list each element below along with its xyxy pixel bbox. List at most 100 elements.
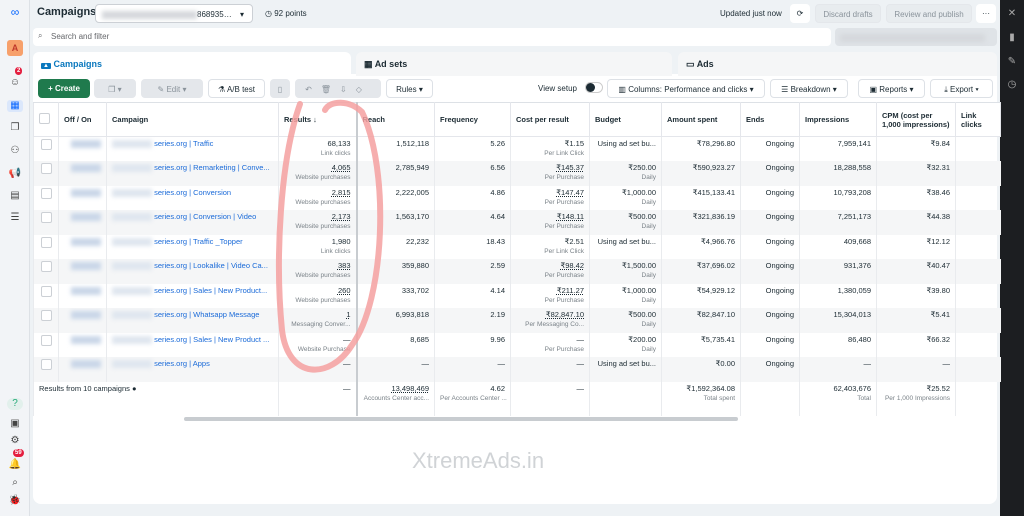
toggle-cell[interactable]: [58, 185, 107, 210]
campaign-name[interactable]: series.org | Lookalike | Video Ca...: [154, 261, 268, 270]
alerts-bell-icon[interactable]: 🔔: [8, 459, 22, 470]
toggle-cell[interactable]: [58, 259, 107, 284]
filter-selector[interactable]: [835, 28, 997, 46]
row-checkbox[interactable]: [33, 234, 59, 259]
review-publish-button[interactable]: Review and publish: [886, 4, 972, 23]
history-icon[interactable]: ◷: [1007, 79, 1017, 90]
row-checkbox[interactable]: [33, 136, 59, 161]
row-checkbox[interactable]: [33, 357, 59, 382]
column-header[interactable]: Amount spent: [661, 102, 741, 137]
columns-button[interactable]: ▥ Columns: Performance and clicks ▾: [607, 79, 765, 98]
news-icon[interactable]: ▣: [10, 418, 20, 429]
column-header[interactable]: Off / On: [58, 102, 107, 137]
info-icon[interactable]: ●: [129, 383, 137, 393]
action-buttons-group[interactable]: ↶🗑⇩◇: [295, 79, 381, 98]
menu-icon[interactable]: ☰: [10, 212, 20, 223]
edit-button[interactable]: ✎ Edit ▾: [141, 79, 203, 98]
refresh-button[interactable]: ⟳: [790, 4, 810, 23]
toggle-cell[interactable]: [58, 161, 107, 186]
column-header[interactable]: Reach: [356, 102, 435, 137]
ends-cell: Ongoing: [740, 259, 800, 284]
campaign-name-link[interactable]: series.org | Traffic _Topper: [106, 234, 279, 259]
row-checkbox[interactable]: [33, 308, 59, 333]
bug-icon[interactable]: 🐞: [8, 495, 22, 506]
close-icon[interactable]: ✕: [1007, 8, 1017, 19]
budget-value: Using ad set bu...: [597, 139, 656, 148]
billing-icon[interactable]: ▤: [10, 190, 20, 201]
notifications-icon[interactable]: ☺: [9, 77, 21, 88]
row-checkbox[interactable]: [33, 283, 59, 308]
select-all-checkbox[interactable]: [33, 102, 59, 137]
more-button[interactable]: ···: [976, 4, 996, 23]
toggle-cell[interactable]: [58, 234, 107, 259]
row-checkbox[interactable]: [33, 161, 59, 186]
tab-ads[interactable]: ▭ Ads: [678, 52, 997, 76]
horizontal-scrollbar[interactable]: [184, 417, 738, 421]
column-header[interactable]: Ends: [740, 102, 800, 137]
campaign-name[interactable]: series.org | Conversion: [154, 187, 232, 197]
campaign-name[interactable]: series.org | Traffic _Topper: [154, 236, 243, 246]
row-checkbox[interactable]: [33, 210, 59, 235]
campaign-name[interactable]: series.org | Whatsapp Message: [154, 310, 260, 319]
duplicate-button[interactable]: ❐ ▾: [94, 79, 136, 98]
toggle-cell[interactable]: [58, 283, 107, 308]
column-header[interactable]: Link clicks: [955, 102, 1001, 137]
create-button[interactable]: + Create: [38, 79, 90, 98]
ab-test-button[interactable]: ⚗ A/B test: [208, 79, 265, 98]
column-header[interactable]: Results ↓: [278, 102, 358, 137]
column-header[interactable]: Budget: [589, 102, 662, 137]
campaign-name[interactable]: series.org | Apps: [154, 359, 210, 368]
tab-campaigns[interactable]: ▲ Campaigns: [33, 52, 351, 76]
campaign-name-link[interactable]: series.org | Conversion | Video: [106, 210, 279, 235]
account-avatar[interactable]: A: [7, 40, 23, 56]
campaign-name-link[interactable]: series.org | Conversion: [106, 185, 279, 210]
campaign-name[interactable]: series.org | Sales | New Product...: [154, 285, 268, 295]
campaign-name-link[interactable]: series.org | Sales | New Product...: [106, 283, 279, 308]
column-header[interactable]: Impressions: [799, 102, 877, 137]
rules-button[interactable]: Rules ▾: [386, 79, 433, 98]
pencil-icon[interactable]: ✎: [1007, 56, 1017, 67]
discard-drafts-button[interactable]: Discard drafts: [815, 4, 881, 23]
account-selector[interactable]: 868935… ▾: [95, 4, 253, 23]
campaign-name-link[interactable]: series.org | Traffic: [106, 136, 279, 161]
view-setup-toggle[interactable]: [585, 82, 603, 93]
row-checkbox[interactable]: [33, 185, 59, 210]
clipboard-button[interactable]: ▯: [270, 79, 290, 98]
search-input[interactable]: ⌕ Search and filter: [33, 28, 831, 46]
column-header[interactable]: Cost per result: [510, 102, 590, 137]
impressions-cell: 18,288,558: [799, 161, 877, 186]
campaign-name[interactable]: series.org | Traffic: [154, 139, 214, 148]
settings-icon[interactable]: ⚙: [10, 435, 20, 446]
tab-ad-sets[interactable]: ▦ Ad sets: [356, 52, 672, 76]
help-icon[interactable]: ?: [7, 398, 23, 410]
megaphone-icon[interactable]: 📢: [8, 168, 22, 179]
column-header[interactable]: Campaign: [106, 102, 279, 137]
search-icon[interactable]: ⌕: [12, 477, 18, 488]
toggle-cell[interactable]: [58, 210, 107, 235]
reports-button[interactable]: ▣ Reports ▾: [858, 79, 925, 98]
campaign-name[interactable]: series.org | Sales | New Product ...: [154, 334, 270, 344]
breakdown-button[interactable]: ☰ Breakdown ▾: [770, 79, 848, 98]
campaign-name-link[interactable]: series.org | Lookalike | Video Ca...: [106, 259, 279, 284]
campaign-name-link[interactable]: series.org | Whatsapp Message: [106, 308, 279, 333]
toggle-cell[interactable]: [58, 136, 107, 161]
pages-icon[interactable]: ❐: [10, 122, 20, 133]
toggle-cell[interactable]: [58, 332, 107, 357]
toggle-cell[interactable]: [58, 308, 107, 333]
audiences-icon[interactable]: ⚇: [10, 145, 20, 156]
cell-sublabel: Daily: [641, 296, 656, 304]
campaign-name-link[interactable]: series.org | Sales | New Product ...: [106, 332, 279, 357]
toggle-cell[interactable]: [58, 357, 107, 382]
campaign-name[interactable]: series.org | Conversion | Video: [154, 212, 257, 221]
row-checkbox[interactable]: [33, 332, 59, 357]
chart-icon[interactable]: ▮: [1009, 32, 1015, 43]
column-header[interactable]: Frequency: [434, 102, 511, 137]
campaigns-table-icon[interactable]: ▦: [7, 100, 23, 112]
campaign-name[interactable]: series.org | Remarketing | Conve...: [154, 163, 270, 172]
export-button[interactable]: ⤓ Export ▾: [930, 79, 993, 98]
column-header[interactable]: CPM (cost per 1,000 impressions): [876, 102, 956, 137]
campaign-name-link[interactable]: series.org | Remarketing | Conve...: [106, 161, 279, 186]
totals-label-text: Results from 10 campaigns: [39, 383, 130, 393]
row-checkbox[interactable]: [33, 259, 59, 284]
campaign-name-link[interactable]: series.org | Apps: [106, 357, 279, 382]
